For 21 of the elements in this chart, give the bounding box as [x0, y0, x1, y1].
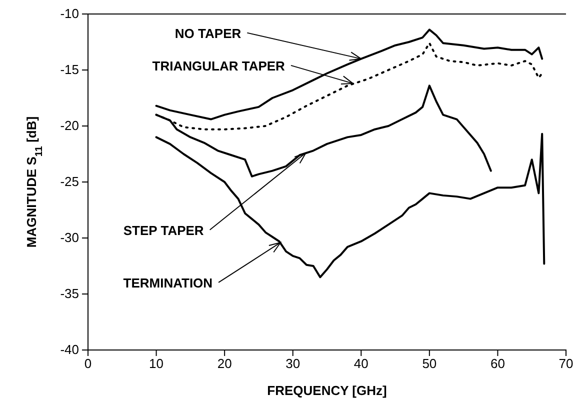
y-tick-label: -30: [60, 230, 79, 246]
annotation: STEP TAPER: [123, 222, 204, 238]
x-axis-title: FREQUENCY [GHz]: [267, 383, 387, 398]
x-tick-label: 10: [149, 356, 164, 372]
y-tick-label: -35: [60, 286, 79, 302]
line-series: [155, 132, 546, 278]
y-tick-label: -25: [60, 174, 79, 190]
annotation: NO TAPER: [174, 26, 242, 41]
y-tick-label: -10: [60, 6, 79, 22]
x-tick-label: 50: [422, 356, 437, 372]
x-tick-label: 60: [490, 356, 505, 372]
x-tick-label: 70: [558, 356, 574, 372]
y-tick-label: -15: [60, 62, 79, 78]
annotation: TRIANGULAR TAPER: [152, 58, 286, 74]
x-tick-label: 0: [84, 356, 92, 372]
x-tick-label: 40: [354, 356, 368, 372]
y-tick-label: -40: [60, 342, 79, 358]
annotation: TERMINATION: [123, 275, 213, 290]
y-tick-label: -20: [60, 118, 79, 134]
x-tick-label: 20: [217, 356, 232, 372]
x-tick-label: 30: [286, 356, 300, 372]
